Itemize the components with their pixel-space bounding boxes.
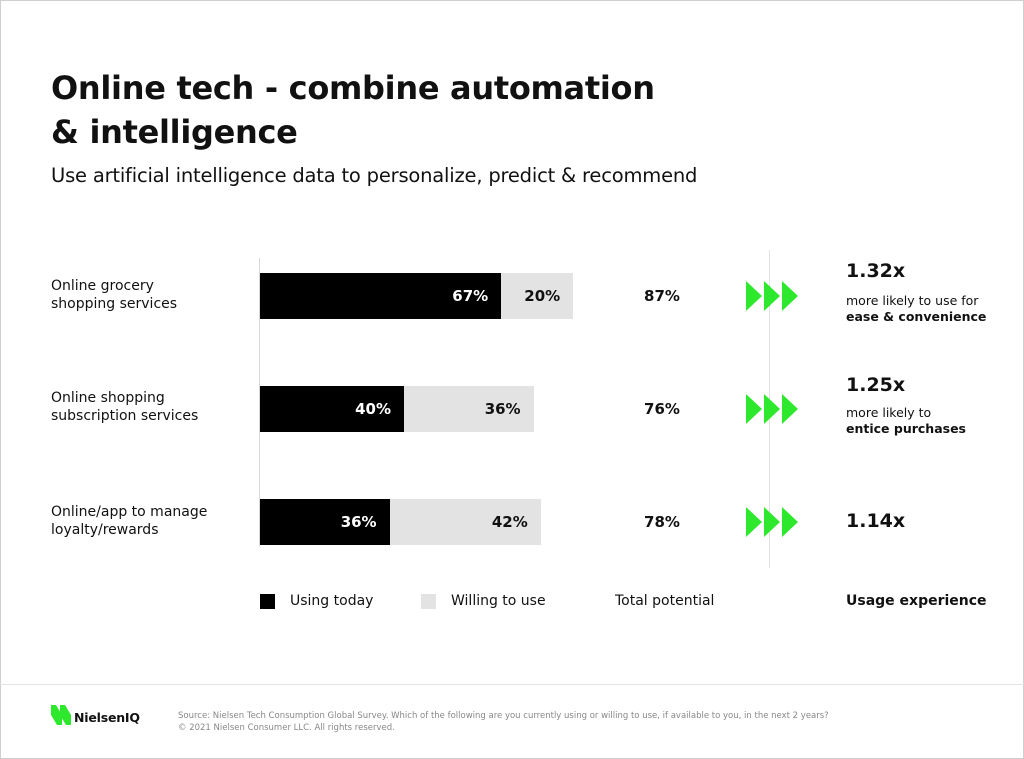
total-potential-value: 87% [644,287,680,305]
usage-multiplier-description: more likely to entice purchases [846,405,1016,437]
triple-arrow-icon [746,281,798,311]
bar-value-label-using: 67% [452,287,489,305]
bar-segment-using [260,499,390,545]
copyright-text: © 2021 Nielsen Consumer LLC. All rights … [178,723,395,733]
usage-multiplier: 1.14x [846,510,906,532]
brand-wordmark: NielsenIQ [74,710,140,725]
bar-segment-using [260,273,502,319]
multiplier-desc-line: more likely to [846,405,932,420]
row-label-line: loyalty/rewards [51,522,159,538]
bar-segment-using [260,386,404,432]
row-label-line: Online grocery [51,278,154,294]
row-label-line: subscription services [51,408,199,424]
multiplier-desc-line: more likely to use for [846,293,979,308]
legend-label-total: Total potential [615,593,715,609]
row-label-subscription: Online shopping subscription services [51,389,251,425]
bar-value-label-using: 36% [340,513,377,531]
bar-value-label-willing: 42% [491,513,528,531]
row-label-line: shopping services [51,296,178,312]
legend-swatch-using [260,594,275,609]
source-note: Source: Nielsen Tech Consumption Global … [178,710,998,734]
nielseniq-logo-icon [51,705,71,725]
usage-multiplier: 1.32x [846,260,906,282]
usage-multiplier: 1.25x [846,374,906,396]
bar-segment-willing [404,386,534,432]
chart-axis-line [259,258,260,546]
legend-swatch-willing [421,594,436,609]
total-potential-value: 76% [644,400,680,418]
triple-arrow-icon [746,507,798,537]
usage-multiplier-description: more likely to use for ease & convenienc… [846,293,1016,325]
total-potential-value: 78% [644,513,680,531]
legend-label-willing: Willing to use [451,593,546,609]
bar-value-label-willing: 20% [524,287,561,305]
source-text: Source: Nielsen Tech Consumption Global … [178,711,829,721]
row-label-grocery: Online grocery shopping services [51,277,251,313]
title-line-1: Online tech - combine automation [51,69,655,107]
row-label-line: Online shopping [51,390,165,406]
triple-arrow-icon [746,394,798,424]
row-label-loyalty: Online/app to manage loyalty/rewards [51,503,251,539]
bar-segment-willing [501,273,574,319]
title-line-2: & intelligence [51,113,298,151]
legend-label-using: Using today [290,593,374,609]
multiplier-desc-emphasis: entice purchases [846,421,966,436]
multiplier-desc-emphasis: ease & convenience [846,309,987,324]
page-title: Online tech - combine automation & intel… [51,66,771,154]
legend-label-usage: Usage experience [846,593,987,609]
bar-value-label-using: 40% [355,400,391,418]
bar-segment-willing [389,499,541,545]
bar-value-label-willing: 36% [484,400,521,418]
row-label-line: Online/app to manage [51,504,208,520]
footer-divider [0,684,1024,685]
page-subtitle: Use artificial intelligence data to pers… [51,164,698,187]
